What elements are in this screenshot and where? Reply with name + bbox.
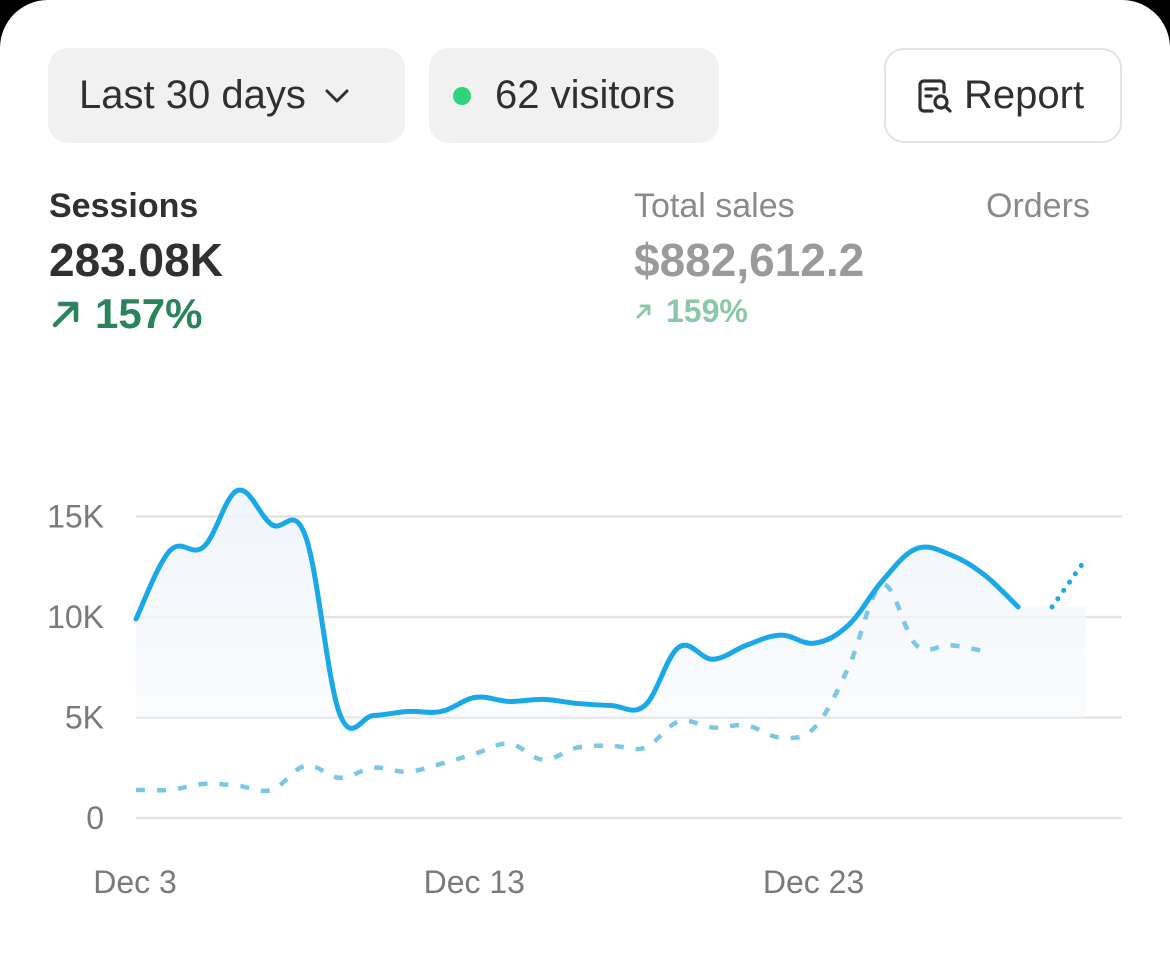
live-visitors-button[interactable]: 62 visitors xyxy=(429,48,719,143)
x-tick-label: Dec 13 xyxy=(424,864,525,900)
date-range-dropdown[interactable]: Last 30 days xyxy=(48,48,405,143)
total-sales-change-value: 159% xyxy=(666,293,748,329)
total-sales-change: 159% xyxy=(634,295,864,327)
total-sales-metric-tab[interactable]: Total sales $882,612.2 159% xyxy=(634,189,864,327)
y-tick-label: 15K xyxy=(47,499,104,535)
sessions-metric-tab[interactable]: Sessions 283.08K 157% xyxy=(49,189,223,335)
x-axis-ticks: Dec 3 Dec 13 Dec 23 xyxy=(93,864,864,900)
sessions-label: Sessions xyxy=(49,187,199,225)
sessions-area xyxy=(136,490,1086,729)
sessions-line-chart: 0 5K 10K 15K Dec 3 Dec 13 Dec 23 xyxy=(47,487,1122,900)
date-range-label: Last 30 days xyxy=(79,73,306,117)
sessions-value: 283.08K xyxy=(49,234,223,286)
visitors-label: 62 visitors xyxy=(495,73,676,117)
report-search-icon xyxy=(916,77,954,115)
arrow-up-right-icon xyxy=(49,297,83,331)
x-tick-label: Dec 23 xyxy=(763,864,864,900)
sessions-current-line xyxy=(133,487,1021,731)
report-label: Report xyxy=(964,73,1085,117)
y-tick-label: 10K xyxy=(47,599,104,635)
sessions-projected-line xyxy=(1049,556,1089,610)
report-button[interactable]: Report xyxy=(884,48,1122,143)
arrow-up-right-icon xyxy=(634,301,654,321)
area-fill xyxy=(136,490,1086,729)
y-tick-label: 0 xyxy=(86,800,104,836)
chevron-down-icon xyxy=(324,88,350,104)
total-sales-label: Total sales xyxy=(634,187,795,225)
y-axis-ticks: 0 5K 10K 15K xyxy=(47,499,104,837)
x-tick-label: Dec 3 xyxy=(93,864,177,900)
sessions-change-value: 157% xyxy=(95,290,203,337)
orders-metric-tab[interactable]: Orders xyxy=(986,189,1090,223)
sessions-change: 157% xyxy=(49,293,223,335)
live-status-dot-icon xyxy=(453,86,471,105)
total-sales-value: $882,612.2 xyxy=(634,234,865,286)
y-tick-label: 5K xyxy=(65,700,104,736)
orders-label: Orders xyxy=(986,187,1090,225)
series-lines xyxy=(133,487,1089,794)
